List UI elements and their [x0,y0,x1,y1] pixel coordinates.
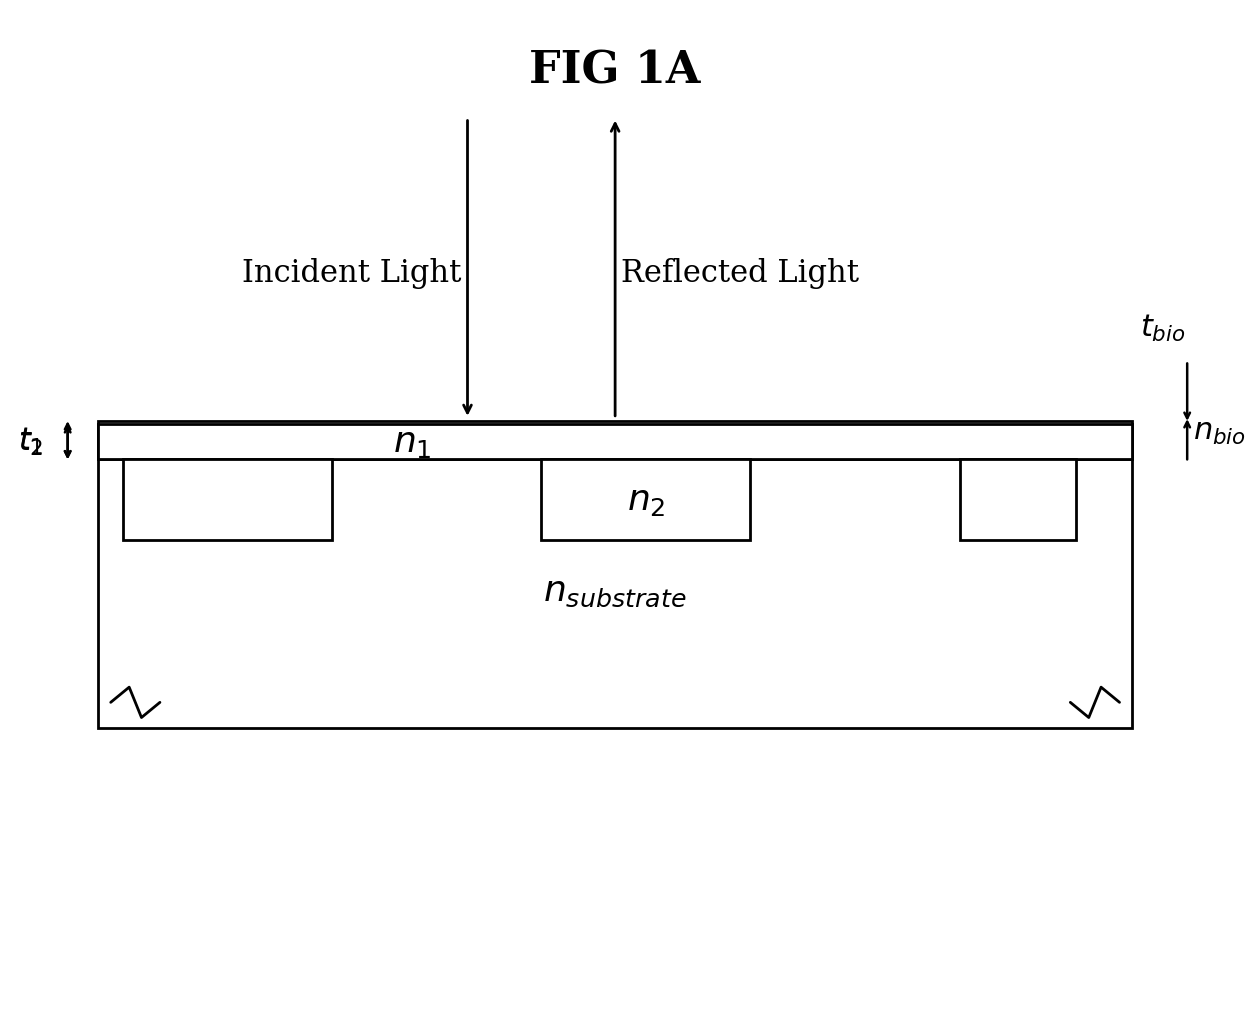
Text: $n_{substrate}$: $n_{substrate}$ [543,574,687,609]
Text: $t_2$: $t_2$ [18,427,44,458]
Bar [98,422,1132,460]
Text: $t_1$: $t_1$ [18,426,44,456]
Bar [542,460,750,541]
Bar [98,425,1132,728]
Text: Reflected Light: Reflected Light [621,258,859,288]
Text: $n_1$: $n_1$ [393,426,431,459]
Bar [959,460,1076,541]
Bar [123,460,332,541]
Text: $t_{bio}$: $t_{bio}$ [1140,312,1185,344]
Text: Incident Light: Incident Light [242,258,461,288]
Text: FIG 1A: FIG 1A [529,50,701,92]
Text: $n_{bio}$: $n_{bio}$ [1194,416,1246,446]
Bar [98,425,1132,460]
Text: $n_2$: $n_2$ [627,483,665,518]
